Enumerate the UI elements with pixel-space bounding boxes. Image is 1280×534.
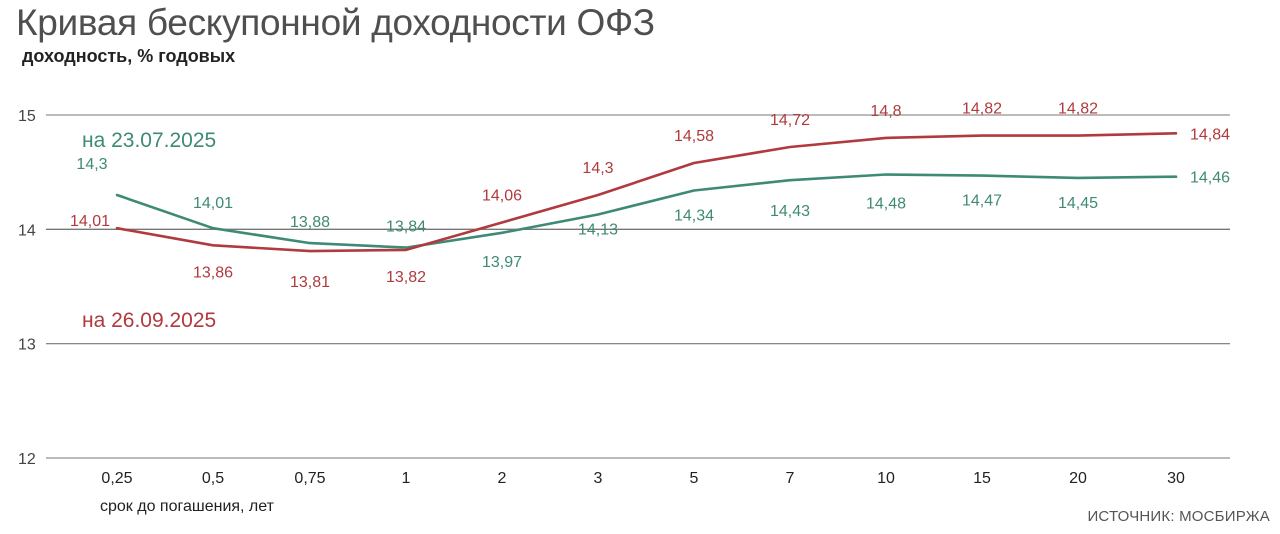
data-label-sep: 13,86	[193, 264, 233, 281]
data-label-sep: 13,82	[386, 269, 426, 286]
data-label-jul: 14,45	[1058, 195, 1098, 212]
y-tick-labels: 12 13 14 15	[18, 108, 36, 468]
series-line-sep	[115, 132, 1178, 253]
data-label-sep: 14,3	[582, 160, 613, 177]
chart-title: Кривая бескупонной доходности ОФЗ	[16, 2, 655, 43]
x-tick-label: 1	[402, 470, 411, 487]
x-tick-label: 20	[1069, 470, 1087, 487]
data-label-sep: 14,72	[770, 112, 810, 129]
x-tick-label: 0,5	[202, 470, 224, 487]
data-label-jul: 14,34	[674, 207, 714, 224]
series-label-jul: на 23.07.2025	[82, 129, 216, 152]
series-layer	[115, 132, 1178, 253]
x-tick-label: 0,75	[294, 470, 325, 487]
x-tick-labels: 0,25 0,5 0,75 1 2 3 5 7 10 15 20 30	[101, 470, 1185, 487]
source-label: ИСТОЧНИК: МОСБИРЖА	[1087, 508, 1270, 525]
x-axis-label: срок до погашения, лет	[100, 498, 275, 515]
data-labels: 14,3 14,01 13,88 13,84 13,97 14,13 14,34 14,43 1…	[70, 101, 1230, 291]
x-tick-label: 3	[594, 470, 603, 487]
x-tick-label: 5	[690, 470, 699, 487]
data-label-jul: 13,88	[290, 214, 330, 231]
grid-layer	[46, 114, 1230, 459]
y-tick-label: 13	[18, 337, 36, 354]
data-label-sep: 14,82	[962, 101, 1002, 118]
data-label-jul: 14,01	[193, 195, 233, 212]
x-tick-label: 0,25	[101, 470, 132, 487]
series-label-sep: на 26.09.2025	[82, 309, 216, 332]
x-tick-label: 15	[973, 470, 991, 487]
data-label-jul: 13,97	[482, 254, 522, 271]
data-label-jul: 14,48	[866, 195, 906, 212]
data-label-jul: 14,3	[76, 156, 107, 173]
data-label-jul: 14,13	[578, 221, 618, 238]
series-line-jul	[115, 173, 1178, 249]
data-label-jul: 14,47	[962, 193, 1002, 210]
data-label-sep: 13,81	[290, 274, 330, 291]
data-label-sep: 14,8	[870, 103, 901, 120]
y-axis-unit-label: доходность, % годовых	[22, 46, 236, 66]
y-tick-label: 14	[18, 222, 36, 239]
y-tick-label: 12	[18, 451, 36, 468]
data-label-sep: 14,06	[482, 187, 522, 204]
x-tick-label: 10	[877, 470, 895, 487]
x-tick-label: 7	[786, 470, 795, 487]
data-label-jul: 14,46	[1190, 170, 1230, 187]
data-label-sep: 14,01	[70, 213, 110, 230]
data-label-sep: 14,58	[674, 128, 714, 145]
data-label-jul: 14,43	[770, 203, 810, 220]
x-tick-label: 2	[498, 470, 507, 487]
data-label-jul: 13,84	[386, 219, 426, 236]
x-tick-label: 30	[1167, 470, 1185, 487]
y-tick-label: 15	[18, 108, 36, 125]
data-label-sep: 14,84	[1190, 126, 1230, 143]
data-label-sep: 14,82	[1058, 101, 1098, 118]
